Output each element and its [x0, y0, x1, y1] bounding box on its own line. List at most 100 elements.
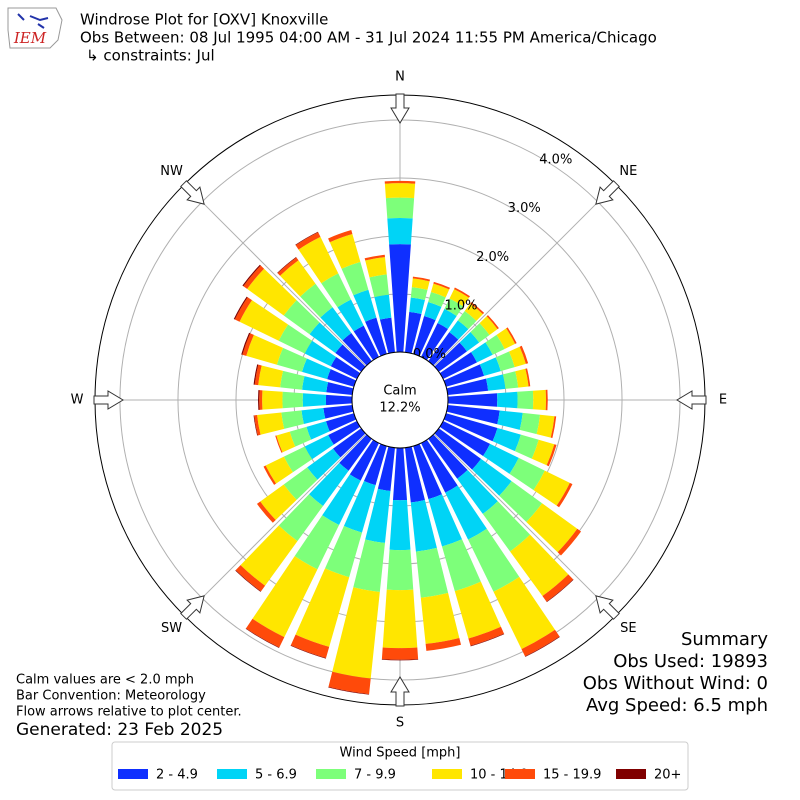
bar-segment	[349, 439, 379, 481]
legend-swatch	[217, 769, 247, 779]
bar-segment	[309, 322, 343, 354]
bar-segment	[290, 634, 330, 659]
bar-segment	[495, 351, 515, 372]
bar-segment	[258, 390, 260, 410]
bar-segment	[532, 389, 547, 411]
bar-segment	[389, 499, 411, 551]
constraints: ↳ constraints: Jul	[86, 47, 215, 65]
bar-segment	[253, 415, 258, 436]
flow-arrow	[595, 180, 620, 205]
bar-segment	[333, 428, 366, 458]
compass-label: NW	[160, 164, 183, 179]
bar-segment	[517, 390, 534, 410]
bar-segment	[258, 365, 284, 388]
bar-segment	[325, 413, 357, 432]
legend-box	[111, 741, 689, 791]
bar-segment	[379, 317, 395, 354]
bar-segment	[509, 346, 526, 368]
bar-segment	[242, 333, 254, 356]
compass-label: SW	[161, 621, 182, 636]
bar-segment	[457, 470, 498, 514]
legend-swatch	[505, 769, 535, 779]
bar-segment	[464, 303, 483, 321]
legend-title: Wind Speed [mph]	[340, 746, 461, 761]
logo: IEM	[7, 7, 63, 49]
summary-line: Obs Used: 19893	[613, 651, 768, 672]
bar-segment	[439, 352, 478, 379]
bar-segment	[409, 297, 425, 315]
bar-segment	[428, 494, 462, 547]
bar-segment	[515, 368, 529, 388]
bar-segment	[242, 264, 261, 287]
bar-segment	[482, 501, 531, 552]
bar-segment	[519, 345, 529, 364]
bar-segment	[430, 283, 450, 298]
bar-segment	[320, 307, 352, 341]
bar-segment	[502, 371, 519, 389]
bar-segment	[247, 268, 297, 316]
bar-segment	[472, 458, 512, 496]
flow-arrow	[676, 390, 707, 410]
bar-segment	[342, 333, 372, 366]
bar-segment	[243, 265, 265, 289]
bar-segment	[449, 289, 470, 307]
bar-segment	[235, 565, 266, 592]
bar-segment	[335, 344, 366, 372]
bar-segment	[328, 686, 370, 695]
bar-segment	[278, 324, 313, 354]
spoke	[183, 433, 367, 617]
bar-segment	[486, 315, 499, 330]
bar-segment	[278, 494, 324, 542]
bar-segment	[281, 410, 304, 429]
legend-label: 2 - 4.9	[156, 768, 198, 783]
bar-segment	[433, 281, 450, 290]
bar-segment	[454, 287, 470, 298]
bar-segment	[322, 474, 361, 526]
bar-segment	[282, 391, 303, 409]
bar-segment	[485, 374, 506, 391]
bar-segment	[470, 302, 485, 315]
bar-segment	[434, 428, 482, 470]
bar-segment	[542, 574, 574, 602]
compass-label: N	[395, 70, 405, 85]
bar-segment	[509, 457, 545, 491]
bar-segment	[283, 446, 313, 473]
generated: Generated: 23 Feb 2025	[16, 720, 223, 740]
bar-segment	[298, 236, 339, 284]
bar-segment	[280, 370, 305, 390]
bar-segment	[353, 289, 377, 322]
bar-segment	[381, 659, 419, 661]
bar-segment	[245, 628, 280, 649]
bar-segment	[510, 534, 569, 597]
bar-segment	[353, 325, 379, 361]
bar-segment	[239, 300, 289, 341]
calm-label: Calm	[383, 384, 416, 399]
bar-segment	[304, 340, 337, 367]
bar-segment	[295, 568, 350, 647]
bar-segment	[457, 310, 477, 330]
bar-segment	[468, 626, 504, 646]
bar-segment	[437, 308, 457, 329]
bar-segment	[280, 260, 316, 297]
bar-segment	[384, 183, 416, 199]
bar-segment	[328, 230, 353, 243]
bar-segment	[276, 347, 307, 372]
bar-segment	[428, 332, 459, 366]
bar-segment	[365, 488, 391, 543]
bar-segment	[277, 257, 299, 276]
bar-segment	[294, 515, 340, 570]
bar-segment	[493, 576, 555, 650]
bar-segment	[325, 525, 362, 578]
logo-text: IEM	[13, 29, 47, 47]
bar-segment	[326, 382, 354, 395]
note: Flow arrows relative to plot center.	[16, 705, 242, 720]
bar-segment	[519, 412, 541, 435]
bar-segment	[393, 447, 407, 501]
bar-segment	[470, 323, 490, 343]
flow-arrow	[180, 595, 205, 620]
flow-arrow	[390, 93, 410, 124]
flow-arrow	[93, 390, 124, 410]
bar-segment	[259, 390, 263, 410]
r-tick-label: 3.0%	[508, 201, 541, 216]
